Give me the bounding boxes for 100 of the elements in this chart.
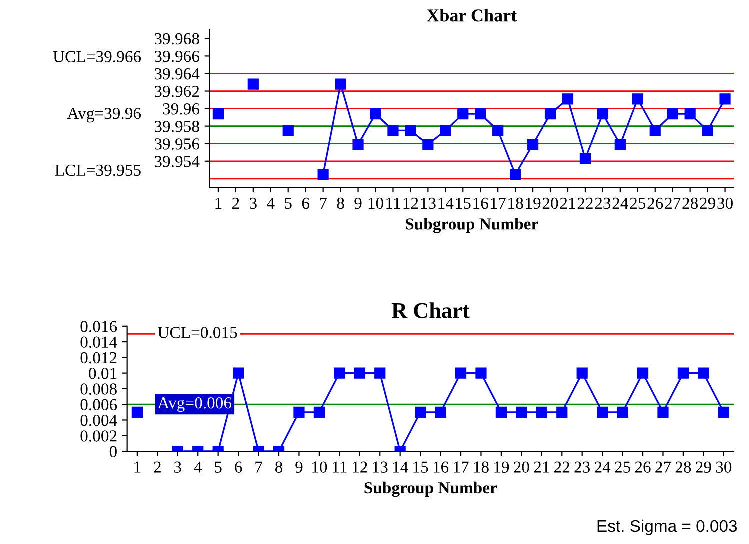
x-tick-label: 13 xyxy=(421,198,436,210)
x-tick-label: 18 xyxy=(474,462,489,473)
x-tick-label: 29 xyxy=(700,198,716,210)
y-tick-label: 0.006 xyxy=(80,399,118,411)
y-tick-label: 39.954 xyxy=(154,156,200,168)
x-tick-label: 24 xyxy=(612,198,628,209)
point xyxy=(492,125,504,136)
x-tick-label: 14 xyxy=(438,198,454,209)
point xyxy=(614,139,626,150)
x-tick-label: 7 xyxy=(320,198,328,209)
point xyxy=(212,108,224,120)
y-tick-label: 39.966 xyxy=(154,50,200,62)
y-tick-label: 39.964 xyxy=(154,68,200,80)
point xyxy=(632,94,644,105)
x-tick-label: 3 xyxy=(174,462,182,473)
y-tick-label: 0.016 xyxy=(80,321,118,332)
x-tick-label: 20 xyxy=(542,198,558,210)
point xyxy=(684,108,696,120)
x-tick-label: 16 xyxy=(474,198,488,210)
point xyxy=(667,108,678,120)
x-tick-label: 26 xyxy=(635,462,651,473)
y-tick-label: 39.956 xyxy=(154,138,200,150)
point xyxy=(422,139,434,150)
text: LCL=39.955 xyxy=(55,164,141,176)
ref-line-label: Avg=0.006 xyxy=(158,397,232,412)
x-tick-label: 21 xyxy=(534,462,550,473)
point xyxy=(458,108,469,120)
x-tick-label: 28 xyxy=(682,198,698,210)
x-tick-label: 23 xyxy=(574,462,590,473)
x-tick-label: 6 xyxy=(302,198,310,210)
x-tick-label: 1 xyxy=(134,462,141,473)
x-tick-label: 5 xyxy=(285,198,292,210)
point xyxy=(650,125,661,136)
y-tick-label: 0.012 xyxy=(80,352,117,364)
y-tick-label: 39.958 xyxy=(154,121,200,132)
point xyxy=(702,125,714,136)
x-tick-label: 22 xyxy=(578,198,593,209)
x-axis-title: Subgroup Number xyxy=(406,218,538,234)
x-tick-label: 5 xyxy=(215,462,222,473)
y-tick-label: 0.01 xyxy=(89,368,117,380)
point xyxy=(335,78,346,90)
y-tick-label: 0 xyxy=(110,446,117,458)
x-tick-label: 24 xyxy=(594,462,611,473)
x-tick-label: 10 xyxy=(368,198,384,210)
x-tick-label: 9 xyxy=(354,198,362,210)
point xyxy=(370,108,382,120)
x-tick-label: 10 xyxy=(312,462,328,473)
x-tick-label: 8 xyxy=(337,198,344,210)
x-tick-label: 27 xyxy=(665,198,681,209)
y-tick-label: 39.962 xyxy=(154,86,200,98)
y-tick-label: 0.004 xyxy=(80,414,118,426)
x-tick-label: 16 xyxy=(434,462,449,473)
x-tick-label: 11 xyxy=(333,462,347,473)
x-tick-label: 20 xyxy=(514,462,530,473)
x-tick-label: 17 xyxy=(491,198,506,209)
y-tick-label: 0.014 xyxy=(80,336,118,348)
x-tick-label: 1 xyxy=(216,198,222,209)
point xyxy=(720,94,731,105)
x-tick-label: 4 xyxy=(194,462,202,473)
x-tick-label: 22 xyxy=(554,462,570,473)
point xyxy=(248,78,259,90)
text: UCL=39.966 xyxy=(53,51,142,63)
x-tick-label: 2 xyxy=(154,462,161,473)
point xyxy=(318,168,329,180)
x-tick-label: 13 xyxy=(373,462,388,473)
x-tick-label: 15 xyxy=(414,462,428,473)
point xyxy=(597,108,608,120)
point xyxy=(544,108,556,120)
point xyxy=(527,139,539,150)
x-tick-label: 12 xyxy=(404,198,418,209)
ref-line-label: UCL=0.015 xyxy=(158,327,238,338)
x-tick-label: 29 xyxy=(696,462,712,473)
x-tick-label: 23 xyxy=(595,198,611,210)
y-tick-label: 0.002 xyxy=(80,430,117,442)
x-tick-label: 9 xyxy=(296,462,303,473)
x-tick-label: 19 xyxy=(494,462,510,473)
x-tick-label: 28 xyxy=(676,462,692,473)
x-tick-label: 26 xyxy=(648,198,664,210)
x-tick-label: 11 xyxy=(386,198,400,209)
x-tick-label: 30 xyxy=(718,198,733,210)
point xyxy=(440,125,452,136)
x-tick-label: 14 xyxy=(393,462,408,473)
chart-title: R Chart xyxy=(392,302,470,318)
x-tick-label: 27 xyxy=(656,462,672,473)
x-tick-label: 6 xyxy=(235,462,242,473)
x-tick-label: 2 xyxy=(232,198,240,209)
x-tick-label: 3 xyxy=(250,198,257,210)
y-tick-label: 39.968 xyxy=(154,33,200,45)
text: Est. Sigma = 0.003 xyxy=(598,520,738,536)
point xyxy=(405,125,416,136)
x-tick-label: 18 xyxy=(508,198,524,210)
chart-title: Xbar Chart xyxy=(426,9,518,22)
point xyxy=(510,168,522,180)
point xyxy=(580,153,592,164)
x-tick-label: 17 xyxy=(454,462,469,473)
x-tick-label: 7 xyxy=(256,462,262,473)
point xyxy=(388,125,399,136)
x-axis-title: Subgroup Number xyxy=(364,482,498,498)
point xyxy=(352,139,364,150)
x-tick-label: 30 xyxy=(716,462,732,473)
